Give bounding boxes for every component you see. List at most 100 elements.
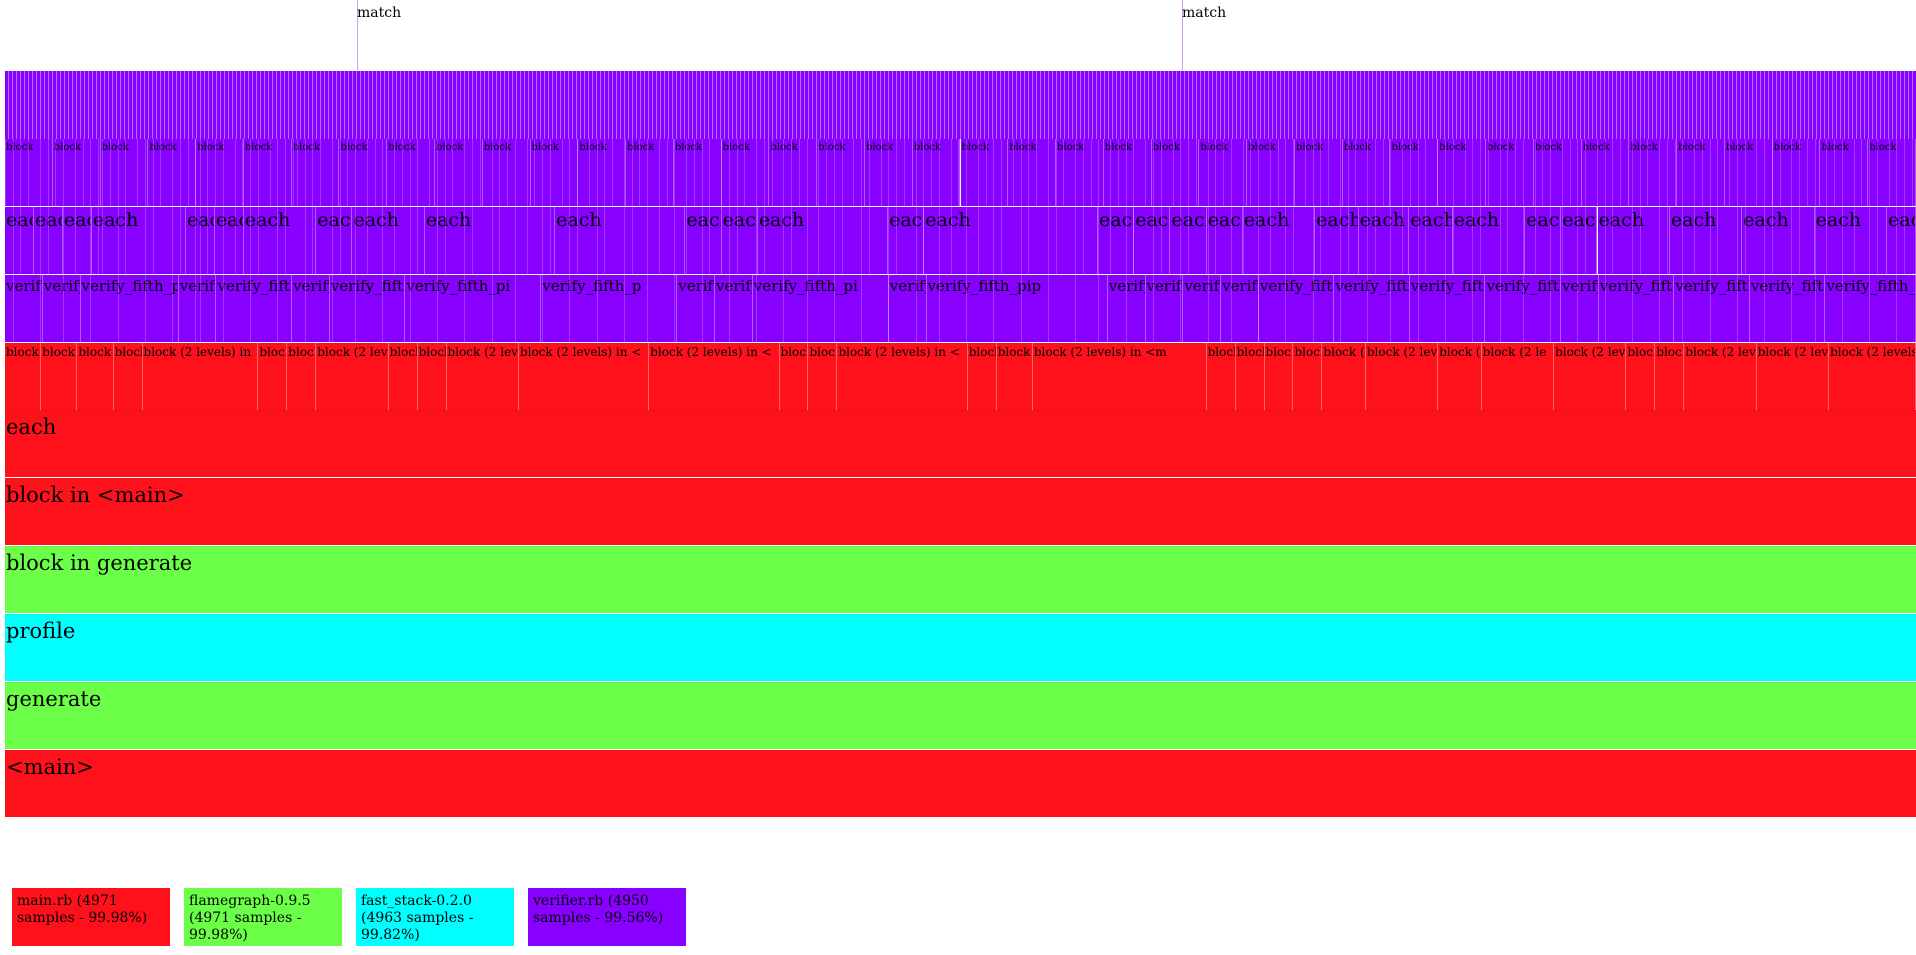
stack-frame[interactable]: block (243, 139, 292, 206)
stack-frame[interactable]: block (1342, 139, 1391, 206)
stack-frame[interactable]: block (417, 343, 447, 410)
stack-frame[interactable]: verify (888, 275, 927, 342)
stack-frame[interactable]: block (2 le (1481, 343, 1555, 410)
stack-frame[interactable]: block (388, 343, 418, 410)
stack-frame[interactable]: each (685, 207, 722, 274)
stack-frame[interactable]: verify (5, 275, 43, 342)
stack-frame[interactable]: block (769, 139, 818, 206)
stack-frame[interactable]: verify_fifth_ (1674, 275, 1750, 342)
stack-frame[interactable]: block (339, 139, 388, 206)
stack-frame[interactable]: verify (1183, 275, 1222, 342)
stack-frame[interactable]: each (1669, 207, 1743, 274)
stack-frame[interactable]: block (77, 343, 114, 410)
stack-frame[interactable]: each (888, 207, 925, 274)
dense-frame-stripe[interactable] (5, 71, 1916, 139)
stack-frame[interactable]: block ( (996, 343, 1033, 410)
stack-frame[interactable]: block (1533, 139, 1582, 206)
stack-frame[interactable]: block (864, 139, 913, 206)
stack-frame[interactable]: block (1247, 139, 1295, 206)
stack-frame[interactable]: each (1242, 207, 1316, 274)
stack-frame[interactable]: block (1264, 343, 1294, 410)
stack-frame[interactable]: verify_fifth (1409, 275, 1486, 342)
stack-frame[interactable]: each (555, 207, 686, 274)
stack-frame[interactable]: each (214, 207, 244, 274)
stack-frame[interactable]: block (2 levels) in (142, 343, 259, 410)
stack-frame[interactable]: each (1409, 207, 1453, 274)
stack-frame[interactable]: block (2 lev (1365, 343, 1439, 410)
stack-frame[interactable]: block (1820, 139, 1869, 206)
stack-frame[interactable]: each (1742, 207, 1815, 274)
stack-frame[interactable]: each (1358, 207, 1410, 274)
stack-frame[interactable]: block (1151, 139, 1200, 206)
stack-frame[interactable]: verify_fifth (1334, 275, 1410, 342)
stack-frame[interactable]: each (185, 207, 215, 274)
stack-frame[interactable]: block (2 lev (1684, 343, 1757, 410)
stack-frame[interactable]: verify (677, 275, 715, 342)
stack-frame[interactable]: block (258, 343, 288, 410)
stack-frame[interactable]: block (967, 343, 997, 410)
stack-frame[interactable]: block (2 lev (1554, 343, 1627, 410)
stack-frame[interactable]: verify (1560, 275, 1599, 342)
stack-frame[interactable]: each (352, 207, 425, 274)
stack-frame[interactable]: block (2 (1438, 343, 1482, 410)
stack-frame[interactable]: verify (42, 275, 81, 342)
stack-frame[interactable]: block (1655, 343, 1685, 410)
stack-frame[interactable]: block (1724, 139, 1773, 206)
legend-item-main-rb[interactable]: main.rb (4971 samples - 99.98%) (12, 888, 170, 946)
stack-frame[interactable]: verify (178, 275, 217, 342)
stack-frame[interactable]: block (721, 139, 770, 206)
stack-frame[interactable]: block (1293, 343, 1323, 410)
stack-frame[interactable]: verify (1145, 275, 1184, 342)
stack-frame[interactable]: block (1772, 139, 1821, 206)
stack-frame[interactable]: block (2 levels (1829, 343, 1916, 410)
stack-frame[interactable]: verify_fifth_p (541, 275, 678, 342)
stack-frame[interactable]: block (1868, 139, 1916, 206)
stack-frame[interactable]: block (578, 139, 627, 206)
stack-frame[interactable]: block (2 leve (1756, 343, 1830, 410)
stack-frame[interactable]: block (2 (1322, 343, 1366, 410)
stack-frame[interactable]: each (1814, 207, 1888, 274)
stack-frame[interactable]: each (1525, 207, 1562, 274)
stack-frame[interactable]: verify_fifth (1485, 275, 1561, 342)
stack-frame[interactable]: each (62, 207, 92, 274)
stack-frame[interactable]: each (33, 207, 63, 274)
stack-frame[interactable]: block in <main> (5, 478, 1916, 545)
stack-frame[interactable]: each (1887, 207, 1916, 274)
stack-frame[interactable]: block (387, 139, 435, 206)
stack-frame[interactable]: block (287, 343, 317, 410)
stack-frame[interactable]: each (316, 207, 353, 274)
stack-frame[interactable]: <main> (5, 750, 1916, 817)
stack-frame[interactable]: block (1294, 139, 1343, 206)
stack-frame[interactable]: block (100, 139, 149, 206)
stack-frame[interactable]: block (1581, 139, 1630, 206)
stack-frame[interactable]: each (1170, 207, 1207, 274)
stack-frame[interactable]: block (196, 139, 244, 206)
stack-frame[interactable]: verify (1221, 275, 1259, 342)
stack-frame[interactable]: verify_fifth (216, 275, 293, 342)
stack-frame[interactable]: block (1629, 139, 1678, 206)
stack-frame[interactable]: each (243, 207, 317, 274)
stack-frame[interactable]: block (2 levels) in <m (1032, 343, 1207, 410)
stack-frame[interactable]: verify_fifth_p (80, 275, 179, 342)
stack-frame[interactable]: block (113, 343, 143, 410)
stack-frame[interactable]: verify (715, 275, 753, 342)
stack-frame[interactable]: block (52, 139, 101, 206)
stack-frame[interactable]: each (91, 207, 186, 274)
stack-frame[interactable]: block (5, 343, 42, 410)
stack-frame[interactable]: block (434, 139, 483, 206)
stack-frame[interactable]: verify (292, 275, 330, 342)
stack-frame[interactable]: block (148, 139, 197, 206)
stack-frame[interactable]: each (757, 207, 889, 274)
stack-frame[interactable]: block (5, 139, 53, 206)
stack-frame[interactable]: each (924, 207, 1099, 274)
stack-frame[interactable]: block (41, 343, 78, 410)
stack-frame[interactable]: verify_fifth (329, 275, 406, 342)
stack-frame[interactable]: verify (1107, 275, 1146, 342)
stack-frame[interactable]: block (960, 139, 1009, 206)
stack-frame[interactable]: block (808, 343, 838, 410)
stack-frame[interactable]: block (1199, 139, 1248, 206)
stack-frame[interactable]: each (1134, 207, 1171, 274)
stack-frame[interactable]: each (1452, 207, 1526, 274)
stack-frame[interactable]: block (482, 139, 531, 206)
legend-item-fast-stack[interactable]: fast_stack-0.2.0 (4963 samples - 99.82%) (356, 888, 514, 946)
